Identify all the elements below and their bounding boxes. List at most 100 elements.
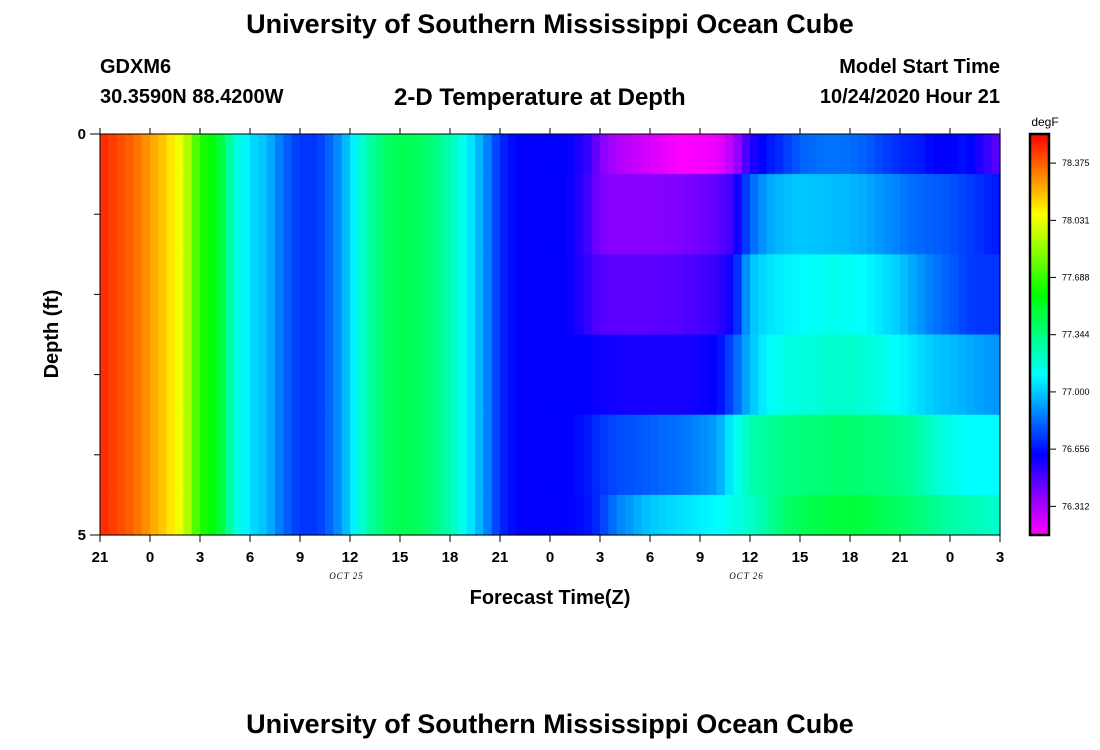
heatmap-cell <box>400 414 409 496</box>
heatmap-cell <box>616 174 626 255</box>
heatmap-cell <box>525 254 534 336</box>
page-title: University of Southern Mississippi Ocean… <box>246 9 854 39</box>
x-tick-label: 15 <box>392 549 409 566</box>
heatmap-cell <box>700 254 709 336</box>
x-tick-label: 3 <box>196 549 204 566</box>
heatmap-cell <box>616 254 626 336</box>
x-tick-label: 15 <box>792 549 809 566</box>
heatmap-cell <box>808 414 818 496</box>
heatmap-cell <box>933 134 943 175</box>
heatmap-cell <box>158 174 168 255</box>
heatmap-cell <box>841 334 851 416</box>
heatmap-cell <box>583 134 593 175</box>
heatmap-cell <box>325 414 334 496</box>
heatmap-cell <box>550 414 559 496</box>
heatmap-cell <box>883 334 893 416</box>
heatmap-cell <box>350 334 359 416</box>
heatmap-cell <box>266 174 276 255</box>
heatmap-cell <box>333 134 343 175</box>
heatmap-cell <box>850 254 859 336</box>
heatmap-cell <box>833 134 843 175</box>
heatmap-cell <box>958 254 968 336</box>
heatmap-cell <box>800 254 809 336</box>
heatmap-cell <box>816 134 826 175</box>
heatmap-cell <box>341 414 351 496</box>
heatmap-cell <box>925 414 934 496</box>
heatmap-cell <box>483 414 493 496</box>
heatmap-cell <box>875 134 884 175</box>
heatmap-cell <box>575 254 584 336</box>
heatmap-cell <box>166 254 176 336</box>
heatmap-cell <box>133 254 143 336</box>
heatmap-cell <box>875 334 884 416</box>
heatmap-cell <box>575 494 584 536</box>
heatmap-cell <box>725 254 734 336</box>
heatmap-cell <box>275 254 284 336</box>
heatmap-cell <box>508 334 518 416</box>
heatmap-cell <box>675 134 684 175</box>
heatmap-cell <box>883 494 893 536</box>
heatmap-cell <box>900 414 909 496</box>
heatmap-cell <box>291 254 301 336</box>
heatmap-cell <box>200 334 209 416</box>
heatmap-cell <box>441 254 451 336</box>
x-tick-label: 18 <box>442 549 459 566</box>
heatmap-cell <box>625 134 634 175</box>
heatmap-cell <box>641 334 651 416</box>
heatmap-cell <box>441 494 451 536</box>
heatmap-cell <box>825 414 834 496</box>
heatmap-cell <box>350 494 359 536</box>
heatmap-cell <box>516 174 526 255</box>
heatmap-cell <box>600 414 609 496</box>
model-start-value: 10/24/2020 Hour 21 <box>819 86 1000 108</box>
heatmap-cell <box>800 134 809 175</box>
heatmap-cell <box>325 174 334 255</box>
heatmap-cell <box>500 174 509 255</box>
heatmap-cell <box>641 254 651 336</box>
heatmap-cell <box>283 174 293 255</box>
heatmap-cell <box>383 334 393 416</box>
heatmap-cell <box>291 174 301 255</box>
heatmap-cell <box>466 254 476 336</box>
heatmap-cell <box>775 134 784 175</box>
heatmap-cell <box>208 254 218 336</box>
heatmap-cell <box>533 134 543 175</box>
heatmap-cell <box>283 494 293 536</box>
heatmap-cell <box>141 134 151 175</box>
heatmap-cell <box>525 174 534 255</box>
heatmap-cell <box>858 254 868 336</box>
heatmap-cell <box>183 414 193 496</box>
heatmap-cell <box>625 494 634 536</box>
heatmap-cell <box>650 334 659 416</box>
heatmap-cell <box>925 334 934 416</box>
heatmap-cell <box>150 134 159 175</box>
heatmap-cell <box>750 134 759 175</box>
heatmap-cell <box>400 254 409 336</box>
heatmap-cell <box>750 494 759 536</box>
heatmap-cell <box>658 134 668 175</box>
heatmap-cell <box>766 134 776 175</box>
heatmap-cell <box>100 254 109 336</box>
heatmap-cell <box>316 414 326 496</box>
heatmap-cell <box>358 494 368 536</box>
heatmap-cell <box>125 174 134 255</box>
heatmap-cell <box>108 134 118 175</box>
footer-title: University of Southern Mississippi Ocean… <box>246 709 854 739</box>
heatmap-cell <box>516 334 526 416</box>
heatmap-cell <box>633 334 643 416</box>
heatmap-cell <box>450 174 459 255</box>
heatmap-cell <box>216 414 226 496</box>
heatmap-cell <box>841 174 851 255</box>
heatmap-cell <box>741 254 751 336</box>
heatmap-cell <box>458 174 468 255</box>
colorbar: degF 78.375 78.031 77.688 77.344 77.000 76.65… <box>1028 115 1090 537</box>
heatmap-cell <box>300 494 309 536</box>
heatmap-cell <box>575 134 584 175</box>
heatmap-cell <box>175 254 184 336</box>
heatmap-cell <box>850 494 859 536</box>
heatmap-cell <box>225 414 234 496</box>
heatmap-cell <box>191 254 201 336</box>
heatmap-cell <box>116 254 126 336</box>
heatmap-cell <box>400 134 409 175</box>
heatmap-cell <box>600 494 609 536</box>
